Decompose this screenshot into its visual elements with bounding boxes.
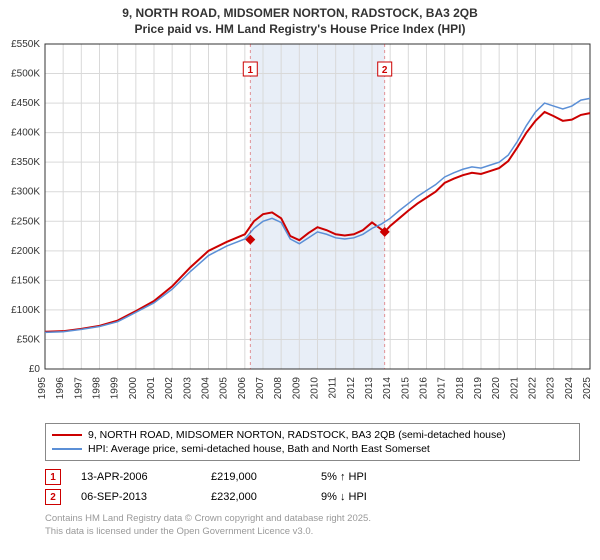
title-line-2: Price paid vs. HM Land Registry's House … (0, 22, 600, 38)
svg-text:2: 2 (382, 65, 388, 76)
sale-delta: 5% ↑ HPI (321, 471, 367, 483)
svg-text:2007: 2007 (255, 377, 266, 400)
sale-row: 1 13-APR-2006 £219,000 5% ↑ HPI (45, 467, 580, 487)
svg-text:£200K: £200K (11, 246, 40, 257)
svg-text:£0: £0 (29, 364, 41, 375)
svg-text:2016: 2016 (419, 377, 430, 400)
title-line-1: 9, NORTH ROAD, MIDSOMER NORTON, RADSTOCK… (0, 6, 600, 22)
svg-text:2017: 2017 (437, 377, 448, 400)
attribution-line-2: This data is licensed under the Open Gov… (45, 526, 580, 538)
svg-text:2003: 2003 (182, 377, 193, 400)
svg-text:2014: 2014 (382, 377, 393, 400)
legend-label: 9, NORTH ROAD, MIDSOMER NORTON, RADSTOCK… (88, 429, 506, 441)
legend-item: HPI: Average price, semi-detached house,… (52, 442, 573, 456)
legend-swatch (52, 448, 82, 450)
svg-text:1999: 1999 (110, 377, 121, 400)
svg-text:2006: 2006 (237, 377, 248, 400)
svg-text:1997: 1997 (73, 377, 84, 400)
svg-text:2019: 2019 (473, 377, 484, 400)
svg-text:1996: 1996 (55, 377, 66, 400)
sale-delta: 9% ↓ HPI (321, 491, 367, 503)
svg-text:£500K: £500K (11, 69, 40, 80)
svg-text:1: 1 (248, 65, 254, 76)
svg-text:£450K: £450K (11, 98, 40, 109)
svg-text:2002: 2002 (164, 377, 175, 400)
attribution: Contains HM Land Registry data © Crown c… (45, 513, 580, 538)
svg-text:2000: 2000 (128, 377, 139, 400)
svg-text:2025: 2025 (582, 377, 593, 400)
svg-text:2024: 2024 (564, 377, 575, 400)
svg-text:2008: 2008 (273, 377, 284, 400)
legend: 9, NORTH ROAD, MIDSOMER NORTON, RADSTOCK… (45, 423, 580, 461)
svg-text:2001: 2001 (146, 377, 157, 400)
legend-label: HPI: Average price, semi-detached house,… (88, 443, 430, 455)
svg-text:£400K: £400K (11, 128, 40, 139)
svg-text:2004: 2004 (201, 377, 212, 400)
svg-text:2005: 2005 (219, 377, 230, 400)
svg-text:1995: 1995 (37, 377, 48, 400)
sale-price: £219,000 (211, 471, 301, 483)
svg-text:2015: 2015 (400, 377, 411, 400)
svg-text:£150K: £150K (11, 276, 40, 287)
svg-text:2010: 2010 (310, 377, 321, 400)
svg-text:2013: 2013 (364, 377, 375, 400)
svg-text:2023: 2023 (546, 377, 557, 400)
svg-text:£550K: £550K (11, 39, 40, 50)
legend-swatch (52, 434, 82, 436)
svg-text:2011: 2011 (328, 377, 339, 399)
svg-text:2009: 2009 (291, 377, 302, 400)
svg-text:£100K: £100K (11, 305, 40, 316)
svg-text:£300K: £300K (11, 187, 40, 198)
legend-item: 9, NORTH ROAD, MIDSOMER NORTON, RADSTOCK… (52, 428, 573, 442)
svg-text:£350K: £350K (11, 157, 40, 168)
sale-marker: 2 (45, 489, 61, 505)
sale-marker: 1 (45, 469, 61, 485)
svg-text:2020: 2020 (491, 377, 502, 400)
svg-text:£50K: £50K (17, 335, 41, 346)
sales-list: 1 13-APR-2006 £219,000 5% ↑ HPI 2 06-SEP-2013… (45, 467, 580, 507)
svg-text:2018: 2018 (455, 377, 466, 400)
chart-title: 9, NORTH ROAD, MIDSOMER NORTON, RADSTOCK… (0, 0, 600, 39)
svg-text:2022: 2022 (528, 377, 539, 400)
svg-text:2021: 2021 (509, 377, 520, 400)
svg-text:1998: 1998 (92, 377, 103, 400)
attribution-line-1: Contains HM Land Registry data © Crown c… (45, 513, 580, 525)
svg-text:2012: 2012 (346, 377, 357, 400)
price-chart: £0 £50K £100K £150K £200K £250K £300K £350K £400… (0, 39, 600, 419)
sale-price: £232,000 (211, 491, 301, 503)
sale-date: 06-SEP-2013 (81, 491, 191, 503)
svg-text:£250K: £250K (11, 216, 40, 227)
sale-date: 13-APR-2006 (81, 471, 191, 483)
sale-row: 2 06-SEP-2013 £232,000 9% ↓ HPI (45, 487, 580, 507)
